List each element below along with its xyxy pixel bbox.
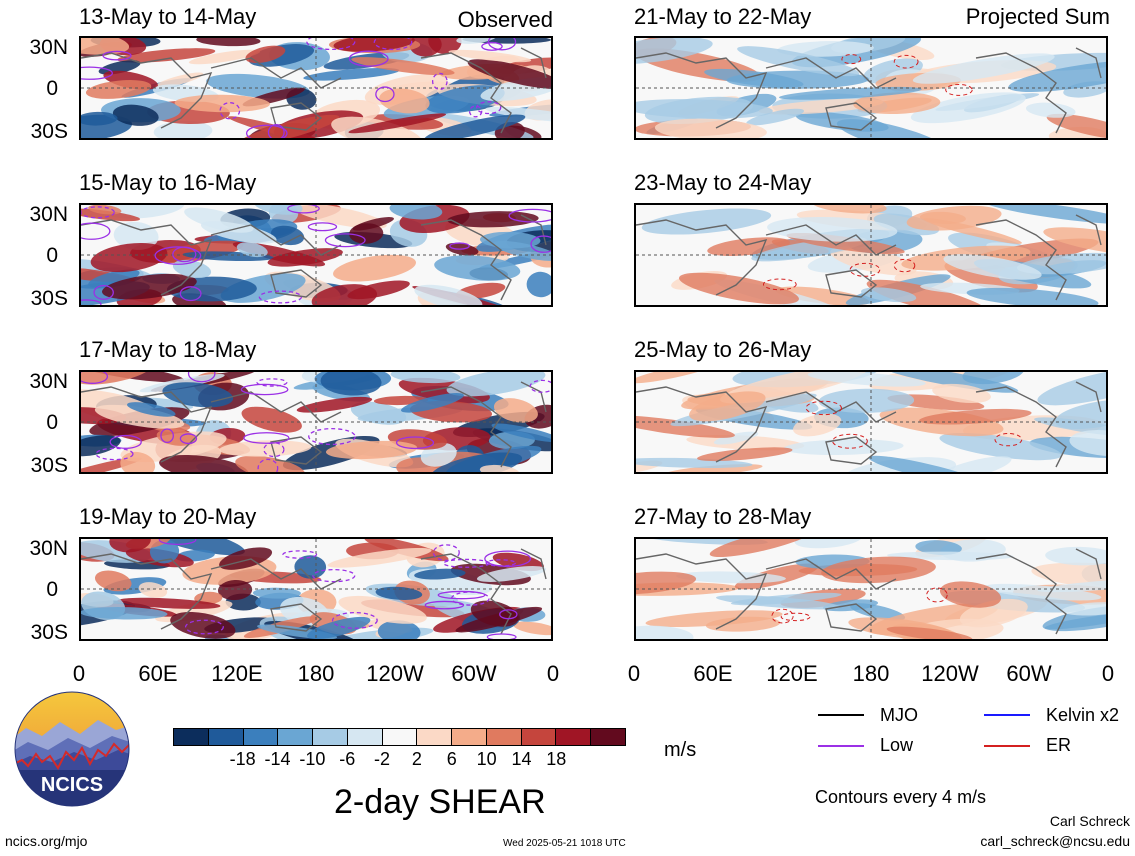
shear-field (636, 38, 1106, 138)
colorbar-swatch (243, 729, 279, 745)
shear-field (636, 372, 1106, 472)
lat-label-30n: 30N (29, 203, 68, 226)
lon-label-120w: 120W (366, 661, 424, 686)
shear-field (81, 205, 551, 305)
lat-label-30n: 30N (29, 370, 68, 393)
legend-label-low: Low (880, 735, 914, 755)
colorbar-swatch (486, 729, 522, 745)
lat-label-30n: 30N (29, 537, 68, 560)
legend-label-mjo: MJO (880, 705, 918, 725)
lon-label-0: 0 (627, 661, 641, 686)
lat-label-30s: 30S (30, 454, 68, 477)
footer-timestamp: Wed 2025-05-21 1018 UTC (503, 838, 626, 849)
colorbar-tick-label: -6 (339, 749, 356, 769)
colorbar-swatch (208, 729, 244, 745)
colorbar-tick-label: -18 (229, 749, 256, 769)
colorbar-tick-label: 14 (511, 749, 532, 769)
colorbar-swatch (452, 729, 487, 745)
lon-label-180: 180 (297, 661, 335, 686)
panel-title-1: 13-May to 14-May (79, 4, 257, 29)
colorbar-swatch (347, 729, 383, 745)
lon-label-120e: 120E (766, 661, 818, 686)
lon-label-60w: 60W (451, 661, 497, 686)
legend-line-kelvin (984, 714, 1030, 716)
map-panel-5 (634, 36, 1108, 140)
panel-title-2: 15-May to 16-May (79, 170, 257, 195)
lat-label-0: 0 (46, 77, 58, 100)
lon-label-120w: 120W (921, 661, 979, 686)
main-title: 2-day SHEAR (334, 783, 546, 821)
map-panel-2 (79, 203, 553, 307)
colorbar-units: m/s (664, 739, 697, 761)
colorbar-tick-label: 2 (411, 749, 422, 769)
lon-label-180: 180 (852, 661, 890, 686)
panel-title-8: 27-May to 28-May (634, 504, 812, 529)
lat-label-30n: 30N (29, 36, 68, 59)
colorbar-swatch (278, 729, 314, 745)
lat-label-30s: 30S (30, 287, 68, 310)
lon-label-60w: 60W (1006, 661, 1052, 686)
panel-label-observed: Observed (457, 7, 553, 32)
panel-title-6: 23-May to 24-May (634, 170, 812, 195)
ncics-logo: NCICS (14, 691, 130, 807)
legend-label-er: ER (1046, 735, 1072, 755)
panel-title-7: 25-May to 26-May (634, 337, 812, 362)
map-panel-8 (634, 537, 1108, 641)
shear-field (81, 539, 551, 639)
contour-note: Contours every 4 m/s (815, 787, 987, 807)
legend-label-kelvin: Kelvin x2 (1046, 705, 1120, 725)
map-panel-6 (634, 203, 1108, 307)
map-panel-4 (79, 537, 553, 641)
colorbar-tick-label: 10 (476, 749, 497, 769)
lat-label-0: 0 (46, 411, 58, 434)
colorbar-swatch (417, 729, 453, 745)
colorbar-tick-label: 18 (546, 749, 567, 769)
lat-label-30s: 30S (30, 621, 68, 644)
lon-label-0: 0 (72, 661, 86, 686)
footer-author: Carl Schreck (1049, 813, 1130, 829)
panel-title-3: 17-May to 18-May (79, 337, 257, 362)
lat-label-30s: 30S (30, 120, 68, 143)
colorbar-tick-label: -14 (264, 749, 291, 769)
shear-field (636, 539, 1106, 639)
lat-label-0: 0 (46, 244, 58, 267)
colorbar-swatch (521, 729, 557, 745)
footer-email[interactable]: carl_schreck@ncsu.edu (980, 833, 1130, 849)
panel-title-5: 21-May to 22-May (634, 4, 812, 29)
map-panel-1 (79, 36, 553, 140)
lon-label-120e: 120E (211, 661, 263, 686)
colorbar (173, 728, 626, 746)
colorbar-tick-label: 6 (446, 749, 457, 769)
colorbar-swatch (382, 729, 418, 745)
shear-field (636, 205, 1106, 305)
colorbar-swatch (174, 729, 209, 745)
logo-text: NCICS (41, 774, 103, 796)
colorbar-swatch (591, 729, 625, 745)
shear-field (81, 38, 551, 138)
legend-line-er (984, 745, 1030, 747)
lon-label-60e: 60E (693, 661, 733, 686)
colorbar-swatch (556, 729, 592, 745)
footer-url[interactable]: ncics.org/mjo (5, 833, 88, 849)
lat-label-0: 0 (46, 578, 58, 601)
shear-field (81, 372, 551, 472)
panel-label-projected: Projected Sum (965, 4, 1110, 29)
map-panel-3 (79, 370, 553, 474)
legend-line-mjo (818, 714, 864, 716)
colorbar-tick-label: -10 (299, 749, 326, 769)
panel-title-4: 19-May to 20-May (79, 504, 257, 529)
lon-label-0-end: 0 (546, 661, 560, 686)
colorbar-swatch (313, 729, 348, 745)
legend-line-low (818, 745, 864, 747)
colorbar-tick-label: -2 (374, 749, 391, 769)
map-panel-7 (634, 370, 1108, 474)
lon-label-60e: 60E (138, 661, 178, 686)
lon-label-0-end: 0 (1101, 661, 1115, 686)
